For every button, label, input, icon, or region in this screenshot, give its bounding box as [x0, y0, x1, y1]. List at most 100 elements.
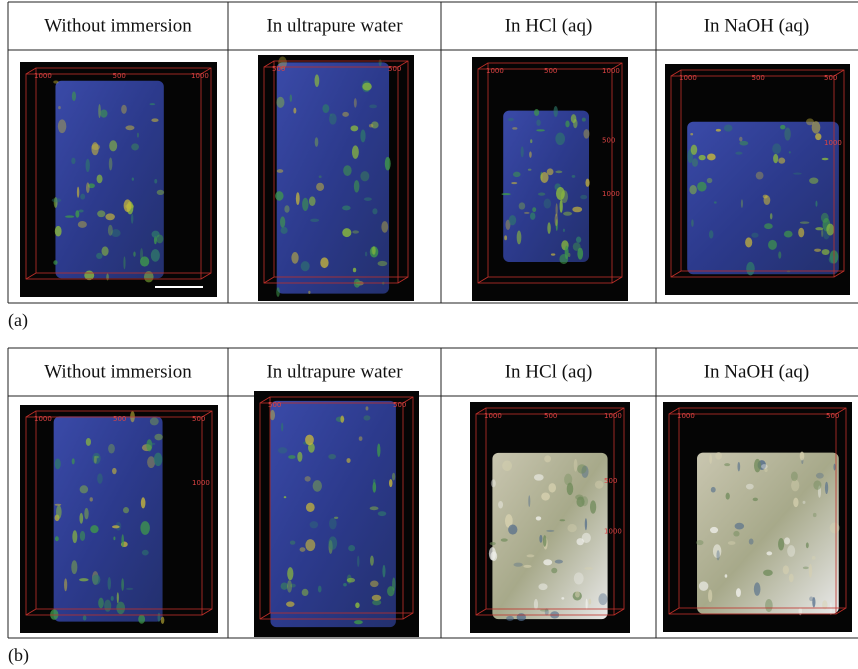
- image-axis-label: 1000: [486, 67, 504, 75]
- sample-texture: [826, 224, 834, 236]
- sample-texture: [150, 417, 159, 425]
- image-axis-label: 500: [268, 401, 281, 409]
- sample-texture: [104, 600, 111, 612]
- sample-texture: [290, 94, 292, 102]
- column-header: In HCl (aq): [505, 361, 593, 382]
- sample-texture: [75, 210, 79, 217]
- sample-texture: [491, 479, 496, 487]
- sample-texture: [310, 521, 318, 528]
- sample-texture: [329, 113, 337, 124]
- sample-texture: [121, 578, 124, 591]
- figure-panel: (b)Without immersion10005005001000In ult…: [8, 348, 858, 666]
- sample-texture: [277, 169, 283, 173]
- sample-texture: [773, 154, 778, 163]
- sample-texture: [97, 473, 103, 483]
- sample-texture: [340, 415, 344, 422]
- sample-texture: [504, 235, 507, 240]
- sample-texture: [319, 175, 322, 178]
- sample-texture: [55, 536, 59, 541]
- sample-texture: [284, 496, 287, 498]
- sample-texture: [572, 207, 582, 213]
- sample-texture: [342, 206, 351, 211]
- sample-texture: [140, 256, 149, 266]
- sample-texture: [548, 483, 556, 492]
- sample-texture: [778, 158, 785, 164]
- sample-texture: [100, 109, 107, 117]
- sample-texture: [353, 268, 356, 273]
- sample-texture: [751, 233, 758, 238]
- sample-texture: [108, 577, 111, 590]
- sample-texture: [355, 602, 359, 608]
- sample-texture: [724, 125, 733, 132]
- sample-texture: [689, 185, 696, 194]
- sample-texture: [334, 517, 338, 519]
- sample-texture: [102, 246, 109, 256]
- sample-texture: [513, 172, 521, 177]
- sample-texture: [309, 196, 316, 206]
- sample-texture: [276, 97, 284, 108]
- sample-texture: [72, 530, 77, 543]
- sample-texture: [576, 496, 584, 507]
- sample-texture: [52, 198, 62, 202]
- sample-texture: [813, 480, 821, 490]
- sample-texture: [281, 582, 288, 589]
- sample-texture: [822, 249, 830, 255]
- sample-texture: [512, 127, 517, 130]
- sample-texture: [543, 535, 547, 547]
- sample-texture: [347, 578, 355, 583]
- sample-texture: [98, 598, 104, 609]
- sample-texture: [768, 240, 777, 250]
- sample-texture: [55, 226, 62, 237]
- sample-texture: [498, 501, 503, 509]
- sample-texture: [735, 523, 744, 530]
- sample-texture: [328, 536, 337, 549]
- sample-texture: [79, 513, 83, 524]
- ct-image: 500500: [254, 391, 419, 637]
- sample-texture: [156, 234, 163, 243]
- sample-texture: [53, 260, 57, 265]
- sample-texture: [761, 464, 768, 469]
- sample-texture: [789, 574, 794, 583]
- sample-texture: [502, 461, 512, 472]
- sample-texture: [793, 173, 802, 175]
- sample-texture: [574, 459, 578, 472]
- sample-texture: [78, 210, 83, 213]
- sample-texture: [154, 434, 162, 441]
- sample-texture: [154, 179, 157, 184]
- sample-texture: [281, 423, 283, 432]
- sample-texture: [83, 615, 87, 620]
- sample-texture: [715, 452, 722, 460]
- sample-texture: [536, 129, 545, 131]
- sample-texture: [583, 129, 589, 139]
- sample-texture: [577, 248, 583, 260]
- sample-texture: [590, 500, 596, 513]
- sample-texture: [276, 287, 280, 297]
- sample-texture: [90, 525, 98, 533]
- sample-texture: [809, 597, 813, 602]
- ct-image: 1000500: [663, 402, 852, 632]
- sample-texture: [784, 537, 790, 544]
- sample-texture: [574, 572, 584, 584]
- sample-texture: [517, 613, 526, 621]
- sample-texture: [284, 205, 289, 212]
- sample-texture: [598, 593, 607, 605]
- sample-texture: [80, 485, 88, 493]
- sample-texture: [343, 165, 351, 176]
- sample-texture: [800, 451, 805, 460]
- sample-texture: [364, 197, 372, 201]
- sample-texture: [124, 199, 132, 212]
- image-axis-label: 500: [544, 67, 557, 75]
- sample-texture: [378, 261, 388, 266]
- sample-texture: [538, 193, 545, 196]
- sample-texture: [109, 158, 113, 171]
- sample-texture: [372, 208, 377, 214]
- figure: (a)Without immersion10005001000In ultrap…: [0, 0, 858, 669]
- sample-texture: [691, 145, 698, 155]
- sample-texture: [741, 199, 743, 208]
- sample-texture: [585, 179, 589, 187]
- sample-texture: [556, 203, 558, 216]
- sample-texture: [814, 249, 821, 252]
- sample-texture: [784, 127, 791, 140]
